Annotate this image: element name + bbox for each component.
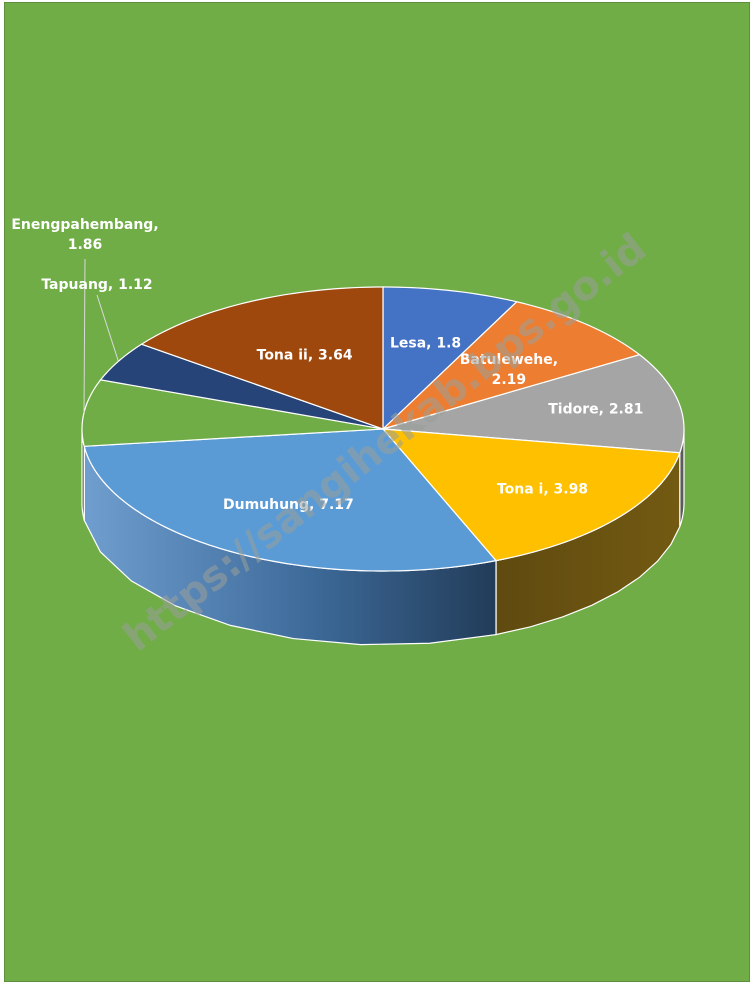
data-label-tona-i: Tona i, 3.98 [497, 482, 588, 498]
data-label-tapuang: Tapuang, 1.12 [41, 277, 152, 293]
chart-area: Lesa, 1.8 Batulewehe, 2.19 Tidore, 2.81 Tona… [4, 2, 750, 982]
slice-tona-ii [140, 286, 384, 430]
slice-dumuhung [83, 428, 498, 572]
data-label-tona-ii: Tona ii, 3.64 [257, 347, 353, 363]
slice-tona-i [381, 428, 681, 562]
data-label-dumuhung: Dumuhung, 7.17 [223, 497, 354, 513]
leader-line-enengpahembang [83, 258, 86, 413]
slice-tidore [382, 354, 685, 454]
slice-batulewehe [382, 301, 641, 430]
data-label-lesa: Lesa, 1.8 [390, 335, 461, 351]
slice-tapuang [99, 343, 384, 430]
data-label-tidore: Tidore, 2.81 [548, 402, 643, 418]
slice-lesa [382, 286, 518, 431]
data-label-batulewehe: Batulewehe, 2.19 [460, 352, 558, 388]
leader-line-tapuang [96, 294, 119, 362]
data-label-enengpahembang: Enengpahembang, 1.86 [11, 217, 158, 253]
